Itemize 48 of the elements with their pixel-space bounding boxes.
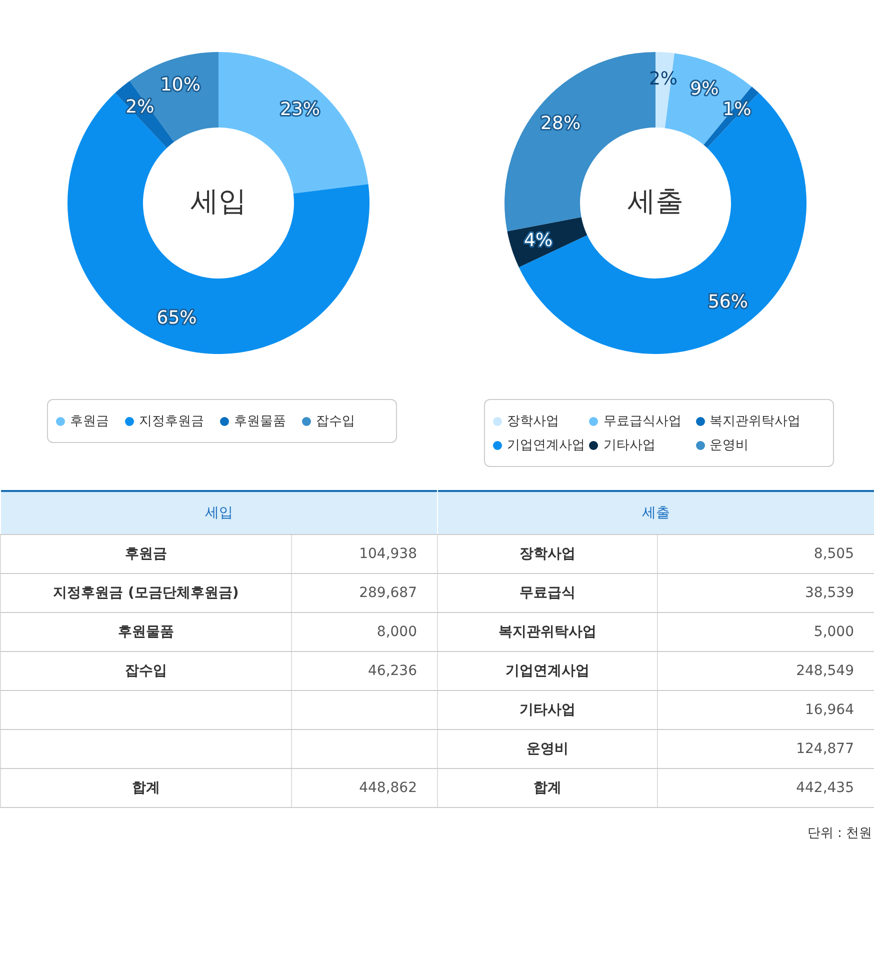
text: 8,505 <box>814 546 854 562</box>
text: 124,877 <box>796 741 854 757</box>
category-label: 잡수입 <box>0 652 292 690</box>
legend-label: 운영비 <box>708 437 750 454</box>
legend-label: 복지관위탁사업 <box>708 413 802 430</box>
category-label: 후원물품 <box>0 612 292 652</box>
text: 38,539 <box>805 585 854 601</box>
text: 합계 <box>0 768 292 808</box>
category-label: 복지관위탁사업 <box>438 612 658 652</box>
text: 442,435 <box>796 780 854 796</box>
category-label: 운영비 <box>438 730 658 768</box>
legend-label: 후원물품 <box>233 413 286 430</box>
category-label: 장학사업 <box>438 534 658 574</box>
legend-label: 기타사업 <box>602 437 656 454</box>
legend-label: 잡수입 <box>315 413 355 430</box>
data-label: 28% <box>540 113 581 134</box>
text: 8,000 <box>376 624 417 640</box>
data-label: 23% <box>280 99 320 120</box>
text: 세출 <box>628 184 684 218</box>
category-label: 기업연계사업 <box>438 652 658 690</box>
legend-label: 무료급식사업 <box>602 413 682 430</box>
text: 16,964 <box>805 702 854 718</box>
text: 104,938 <box>359 546 417 562</box>
text: 세출 <box>438 491 874 534</box>
text: 46,236 <box>368 663 417 679</box>
data-label: 9% <box>690 78 719 100</box>
legend-label: 기업연계사업 <box>506 437 586 454</box>
legend-label: 장학사업 <box>506 413 560 430</box>
text: 단위 : 천원 <box>806 825 873 842</box>
category-label: 기타사업 <box>438 690 658 730</box>
text: 5,000 <box>814 624 854 640</box>
legend-label: 지정후원금 <box>138 413 204 430</box>
category-label: 지정후원금 (모금단체후원금) <box>0 574 292 612</box>
text: 세입 <box>0 491 437 534</box>
text: 248,549 <box>796 663 854 679</box>
text: 세입 <box>190 184 246 218</box>
legend-label: 후원금 <box>69 413 109 430</box>
text: 448,862 <box>359 780 417 796</box>
data-label: 4% <box>524 230 553 251</box>
text: 합계 <box>438 768 658 808</box>
text: 289,687 <box>359 585 417 601</box>
category-label: 무료급식 <box>438 574 658 612</box>
data-label: 10% <box>160 74 200 96</box>
data-label: 65% <box>156 308 197 329</box>
category-label: 후원금 <box>0 534 292 574</box>
data-label: 1% <box>722 99 752 120</box>
data-label: 56% <box>708 291 748 312</box>
data-label: 2% <box>126 96 154 118</box>
